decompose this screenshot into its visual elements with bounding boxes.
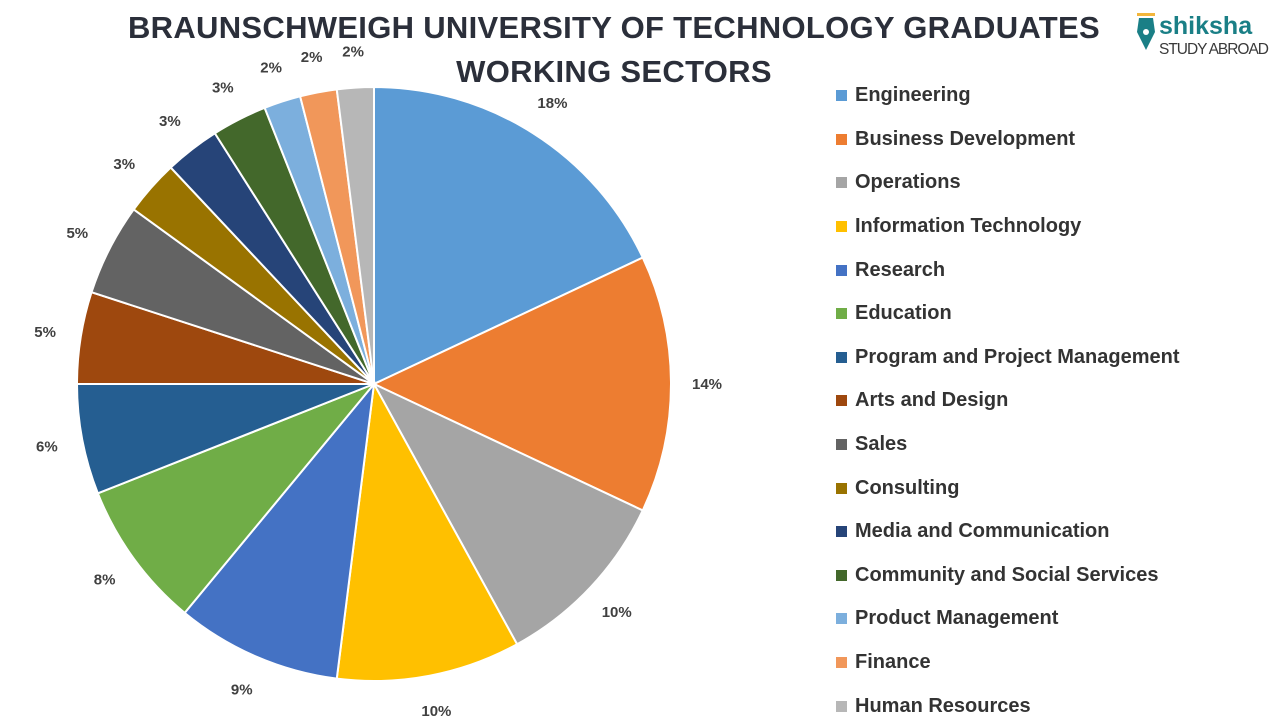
legend-label: Business Development: [855, 127, 1076, 150]
data-label: 14%: [692, 376, 722, 393]
data-label: 10%: [602, 604, 632, 621]
legend-item: Engineering: [836, 74, 1180, 118]
legend-item: Information Technology: [836, 205, 1180, 249]
legend-label: Engineering: [855, 84, 971, 107]
legend-swatch: [836, 613, 847, 625]
legend: Engineering Business Development Operation…: [836, 74, 1180, 728]
pie-slice-operations: [371, 381, 645, 646]
logo-brand: shiksha: [1159, 12, 1253, 40]
pie-slice-business-development: [371, 256, 672, 512]
data-label: 10%: [421, 703, 451, 720]
data-label: 18%: [537, 95, 567, 112]
data-label: 9%: [231, 682, 253, 699]
legend-label: Human Resources: [855, 694, 1031, 717]
legend-label: Community and Social Services: [855, 563, 1159, 586]
title-line-1: BRAUNSCHWEIGH UNIVERSITY OF TECHNOLOGY G…: [127, 10, 1100, 45]
data-label: 5%: [66, 225, 88, 242]
legend-label: Media and Communication: [855, 520, 1110, 543]
legend-label: Information Technology: [855, 215, 1082, 238]
pie-slice-information-technology: [335, 380, 519, 682]
data-label: 8%: [94, 572, 116, 589]
logo-tagline: STUDY ABROAD: [1159, 41, 1269, 58]
legend-swatch: [836, 439, 847, 451]
legend-item: Human Resources: [836, 684, 1180, 728]
legend-swatch: [836, 657, 847, 669]
legend-item: Program and Project Management: [836, 336, 1180, 380]
data-label: 5%: [34, 324, 56, 341]
data-label: 2%: [301, 49, 323, 66]
legend-label: Education: [855, 302, 952, 325]
legend-swatch: [836, 133, 847, 145]
legend-item: Sales: [836, 423, 1180, 467]
legend-item: Consulting: [836, 466, 1180, 510]
legend-swatch: [836, 482, 847, 494]
pen-nib-icon: shiksha STUDY ABROAD: [1137, 12, 1269, 58]
legend-swatch: [836, 569, 847, 581]
data-label: 6%: [36, 438, 58, 455]
legend-label: Operations: [855, 171, 961, 194]
data-label: 3%: [159, 113, 181, 130]
legend-label: Product Management: [855, 607, 1059, 630]
legend-label: Research: [855, 258, 946, 281]
legend-label: Program and Project Management: [855, 345, 1180, 368]
legend-label: Arts and Design: [855, 389, 1009, 412]
data-label: 2%: [342, 44, 364, 61]
legend-label: Consulting: [855, 476, 960, 499]
legend-swatch: [836, 264, 847, 276]
data-label: 3%: [113, 156, 135, 173]
legend-item: Finance: [836, 641, 1180, 685]
title-line-2: WORKING SECTORS: [456, 54, 772, 89]
legend-swatch: [836, 90, 847, 102]
legend-item: Operations: [836, 161, 1180, 205]
pie-slice-engineering: [373, 85, 645, 386]
data-label: 2%: [260, 59, 282, 76]
shiksha-logo: shiksha STUDY ABROAD: [1135, 10, 1275, 60]
pie-slice-human-resources: [335, 85, 375, 385]
pie-slice-education: [96, 383, 375, 615]
legend-item: Research: [836, 248, 1180, 292]
legend-item: Business Development: [836, 118, 1180, 162]
data-label: 3%: [212, 79, 234, 96]
pie-slice-research: [183, 380, 376, 680]
legend-swatch: [836, 351, 847, 363]
legend-label: Finance: [855, 651, 931, 674]
legend-item: Community and Social Services: [836, 554, 1180, 598]
chart-title: BRAUNSCHWEIGH UNIVERSITY OF TECHNOLOGY G…: [100, 6, 1128, 94]
legend-swatch: [836, 177, 847, 189]
legend-swatch: [836, 221, 847, 233]
legend-label: Sales: [855, 433, 908, 456]
legend-swatch: [836, 308, 847, 320]
legend-swatch: [836, 700, 847, 712]
legend-item: Arts and Design: [836, 379, 1180, 423]
legend-item: Product Management: [836, 597, 1180, 641]
legend-swatch: [836, 526, 847, 538]
legend-item: Media and Communication: [836, 510, 1180, 554]
legend-item: Education: [836, 292, 1180, 336]
legend-swatch: [836, 395, 847, 407]
